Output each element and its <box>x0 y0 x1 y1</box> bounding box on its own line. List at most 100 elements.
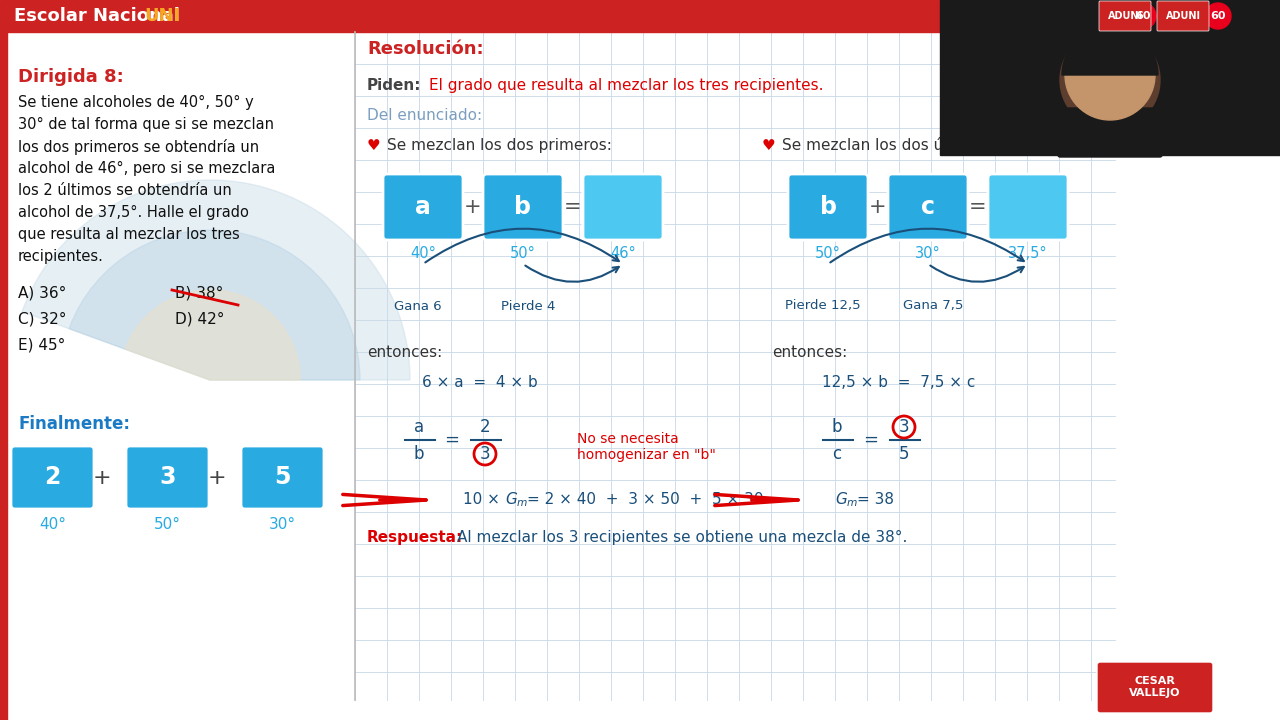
Text: homogenizar en "b": homogenizar en "b" <box>577 448 716 462</box>
Text: 60: 60 <box>1211 11 1226 21</box>
FancyBboxPatch shape <box>383 174 463 240</box>
Circle shape <box>1065 30 1155 120</box>
Text: C) 32°: C) 32° <box>18 311 67 326</box>
Text: 2: 2 <box>45 466 60 490</box>
Wedge shape <box>1062 27 1158 75</box>
FancyBboxPatch shape <box>888 174 968 240</box>
Text: Dirigida 8:: Dirigida 8: <box>18 68 124 86</box>
Bar <box>940 0 1280 155</box>
Text: =: = <box>564 197 582 217</box>
Text: No se necesita: No se necesita <box>577 432 678 446</box>
Text: Se tiene alcoholes de 40°, 50° y: Se tiene alcoholes de 40°, 50° y <box>18 95 253 110</box>
Text: entonces:: entonces: <box>367 345 443 360</box>
Text: CESAR
VALLEJO: CESAR VALLEJO <box>1129 676 1180 698</box>
FancyBboxPatch shape <box>988 174 1068 240</box>
Text: Respuesta:: Respuesta: <box>367 530 463 545</box>
Text: 12,5 × b  =  7,5 × c: 12,5 × b = 7,5 × c <box>822 375 975 390</box>
Text: B) 38°: B) 38° <box>175 285 224 300</box>
Text: Del enunciado:: Del enunciado: <box>367 108 483 123</box>
Text: = 38: = 38 <box>858 492 893 508</box>
Text: 3: 3 <box>480 445 490 463</box>
Text: +: + <box>869 197 887 217</box>
Text: entonces:: entonces: <box>772 345 847 360</box>
Text: ADUNI: ADUNI <box>1107 11 1143 21</box>
Text: Resolución:: Resolución: <box>367 40 484 58</box>
Text: 60: 60 <box>1135 11 1151 21</box>
Text: 5: 5 <box>899 445 909 463</box>
Text: 50°: 50° <box>815 246 841 261</box>
Text: 50°: 50° <box>154 517 180 532</box>
Text: b: b <box>515 195 531 219</box>
Text: Gana 7,5: Gana 7,5 <box>902 300 963 312</box>
Text: 30° de tal forma que si se mezclan: 30° de tal forma que si se mezclan <box>18 117 274 132</box>
FancyBboxPatch shape <box>582 174 663 240</box>
Text: a: a <box>415 195 431 219</box>
Bar <box>0 0 1280 32</box>
Text: Pierde 4: Pierde 4 <box>500 300 556 312</box>
Text: +: + <box>465 197 481 217</box>
Text: 30°: 30° <box>915 246 941 261</box>
FancyBboxPatch shape <box>1157 1 1210 31</box>
FancyBboxPatch shape <box>1097 662 1213 713</box>
Text: =: = <box>969 197 987 217</box>
FancyBboxPatch shape <box>1059 108 1162 157</box>
Text: c: c <box>922 195 934 219</box>
Text: los dos primeros se obtendría un: los dos primeros se obtendría un <box>18 139 259 155</box>
Text: b: b <box>819 195 837 219</box>
Text: 40°: 40° <box>38 517 67 532</box>
Text: Gana 6: Gana 6 <box>394 300 442 312</box>
Text: alcohol de 46°, pero si se mezclara: alcohol de 46°, pero si se mezclara <box>18 161 275 176</box>
Text: = 2 × 40  +  3 × 50  +  5 × 30: = 2 × 40 + 3 × 50 + 5 × 30 <box>527 492 763 508</box>
Text: 5: 5 <box>274 466 291 490</box>
FancyBboxPatch shape <box>125 446 209 509</box>
Text: 3: 3 <box>899 418 909 436</box>
Text: =: = <box>864 431 878 449</box>
Text: Pierde 12,5: Pierde 12,5 <box>785 300 861 312</box>
Text: ♥: ♥ <box>762 138 776 153</box>
Circle shape <box>1060 30 1160 130</box>
Circle shape <box>1204 3 1231 29</box>
Text: =: = <box>444 431 460 449</box>
Text: Finalmente:: Finalmente: <box>18 415 131 433</box>
Text: Escolar Nacional: Escolar Nacional <box>14 7 186 25</box>
Text: El grado que resulta al mezclar los tres recipientes.: El grado que resulta al mezclar los tres… <box>429 78 823 93</box>
Bar <box>0 32 6 720</box>
FancyBboxPatch shape <box>788 174 868 240</box>
Text: 30°: 30° <box>269 517 296 532</box>
Text: 6 × a  =  4 × b: 6 × a = 4 × b <box>422 375 538 390</box>
Text: D) 42°: D) 42° <box>175 311 224 326</box>
Text: 46°: 46° <box>611 246 636 261</box>
Text: 2: 2 <box>480 418 490 436</box>
Text: alcohol de 37,5°. Halle el grado: alcohol de 37,5°. Halle el grado <box>18 205 248 220</box>
Text: que resulta al mezclar los tres: que resulta al mezclar los tres <box>18 227 239 242</box>
Text: +: + <box>92 467 111 487</box>
Text: 50°: 50° <box>509 246 536 261</box>
Text: 37,5°: 37,5° <box>1009 246 1048 261</box>
Text: los 2 últimos se obtendría un: los 2 últimos se obtendría un <box>18 183 232 198</box>
FancyBboxPatch shape <box>1100 1 1151 31</box>
FancyBboxPatch shape <box>483 174 563 240</box>
Wedge shape <box>22 180 410 380</box>
Text: b: b <box>413 445 424 463</box>
Text: +: + <box>207 467 227 487</box>
Text: ADUNI: ADUNI <box>1166 11 1201 21</box>
Text: $G_m$: $G_m$ <box>506 490 529 509</box>
Text: recipientes.: recipientes. <box>18 249 104 264</box>
Text: E) 45°: E) 45° <box>18 337 65 352</box>
Text: UNI: UNI <box>143 7 180 25</box>
Text: Al mezclar los 3 recipientes se obtiene una mezcla de 38°.: Al mezclar los 3 recipientes se obtiene … <box>457 530 908 545</box>
Text: 3: 3 <box>159 466 175 490</box>
Text: ♥: ♥ <box>367 138 380 153</box>
Text: 40°: 40° <box>410 246 436 261</box>
Wedge shape <box>125 290 300 380</box>
Text: Se mezclan los dos primeros:: Se mezclan los dos primeros: <box>387 138 612 153</box>
Wedge shape <box>69 230 360 380</box>
Text: b: b <box>832 418 842 436</box>
Text: a: a <box>413 418 424 436</box>
Text: c: c <box>832 445 841 463</box>
FancyBboxPatch shape <box>241 446 324 509</box>
Text: 10 ×: 10 × <box>463 492 504 508</box>
FancyBboxPatch shape <box>12 446 93 509</box>
Text: $G_m$: $G_m$ <box>835 490 859 509</box>
Text: A) 36°: A) 36° <box>18 285 67 300</box>
